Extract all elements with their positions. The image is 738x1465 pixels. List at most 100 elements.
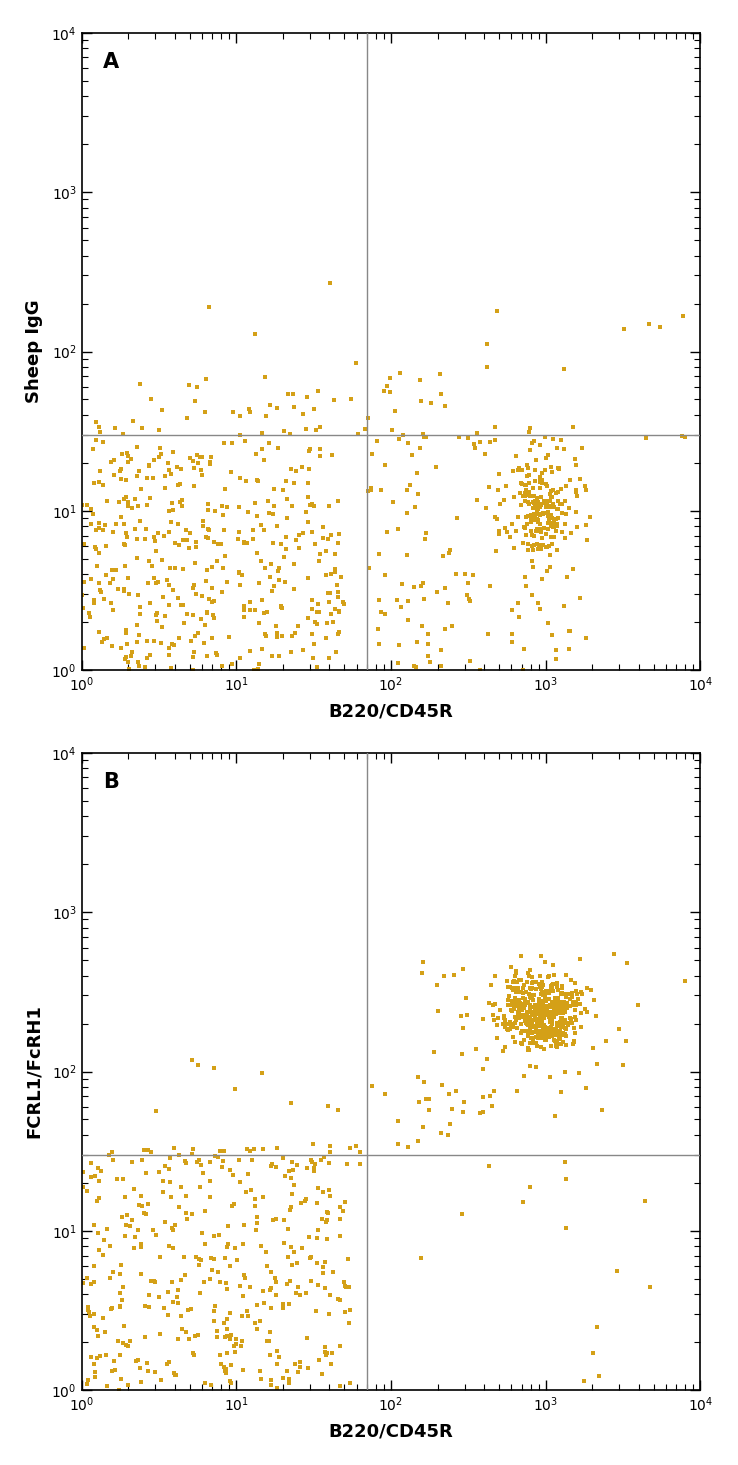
Point [481, 333, 493, 356]
Point [526, 965, 538, 989]
Point [525, 977, 537, 1001]
Point [310, 418, 322, 441]
Point [551, 1014, 562, 1037]
Point [486, 1094, 498, 1118]
Point [393, 1132, 404, 1156]
Point [537, 533, 549, 557]
Point [551, 539, 562, 563]
Point [179, 1150, 191, 1173]
Point [546, 511, 558, 535]
Point [509, 1011, 521, 1034]
Point [537, 1017, 549, 1040]
Point [167, 1219, 179, 1242]
Point [461, 583, 473, 607]
Point [520, 574, 532, 598]
Point [559, 1023, 571, 1046]
Point [562, 982, 574, 1005]
Point [511, 960, 523, 983]
Point [141, 467, 153, 491]
Point [506, 999, 518, 1023]
Point [266, 552, 277, 576]
Point [244, 1275, 256, 1298]
Point [544, 555, 556, 579]
Point [258, 1292, 270, 1316]
Point [221, 495, 233, 519]
Point [85, 498, 97, 522]
Point [142, 1193, 154, 1216]
Point [199, 1371, 210, 1395]
Point [261, 624, 272, 648]
Point [155, 1368, 167, 1392]
Point [551, 1011, 563, 1034]
Point [545, 513, 556, 536]
Point [541, 492, 553, 516]
Point [554, 457, 565, 481]
Point [553, 456, 565, 479]
Point [238, 1264, 250, 1288]
Point [100, 533, 112, 557]
Point [159, 604, 170, 627]
Point [114, 1295, 126, 1318]
Point [526, 583, 538, 607]
Point [180, 1320, 192, 1343]
Point [89, 1365, 101, 1389]
Point [492, 507, 503, 530]
Point [505, 1014, 517, 1037]
Point [582, 529, 593, 552]
Point [311, 1176, 323, 1200]
Point [145, 1269, 156, 1292]
Point [341, 1151, 353, 1175]
Point [162, 1302, 174, 1326]
Point [527, 504, 539, 527]
Point [190, 530, 202, 554]
Point [551, 992, 563, 1015]
Point [154, 437, 165, 460]
Point [110, 513, 122, 536]
Point [546, 486, 558, 510]
Point [119, 488, 131, 511]
Point [508, 989, 520, 1012]
Point [224, 1370, 236, 1393]
Point [393, 428, 405, 451]
Point [244, 640, 255, 664]
Point [239, 429, 251, 453]
Point [119, 1185, 131, 1209]
Point [323, 1151, 335, 1175]
Point [289, 552, 300, 576]
Point [516, 999, 528, 1023]
Point [568, 1017, 580, 1040]
Point [141, 628, 153, 652]
Point [81, 1266, 93, 1289]
Point [534, 432, 546, 456]
Point [413, 1090, 425, 1113]
Point [382, 375, 393, 398]
Point [89, 1360, 100, 1383]
Point [510, 1005, 522, 1028]
Point [206, 590, 218, 614]
Point [556, 1006, 568, 1030]
Point [224, 1301, 236, 1324]
Point [420, 522, 432, 545]
Point [218, 1311, 230, 1335]
Point [418, 571, 430, 595]
Point [525, 977, 537, 1001]
Point [508, 485, 520, 508]
Point [181, 529, 193, 552]
Point [319, 1250, 331, 1273]
Point [126, 1209, 138, 1232]
Point [131, 546, 143, 570]
Point [531, 1001, 543, 1024]
Point [150, 539, 162, 563]
Point [545, 495, 556, 519]
Point [456, 1203, 468, 1226]
Point [203, 519, 215, 542]
Point [534, 476, 546, 500]
Point [82, 1295, 94, 1318]
Point [511, 1017, 523, 1040]
Point [458, 1090, 469, 1113]
Point [522, 457, 534, 481]
Point [172, 473, 184, 497]
Point [547, 492, 559, 516]
Point [559, 595, 570, 618]
Point [534, 504, 546, 527]
